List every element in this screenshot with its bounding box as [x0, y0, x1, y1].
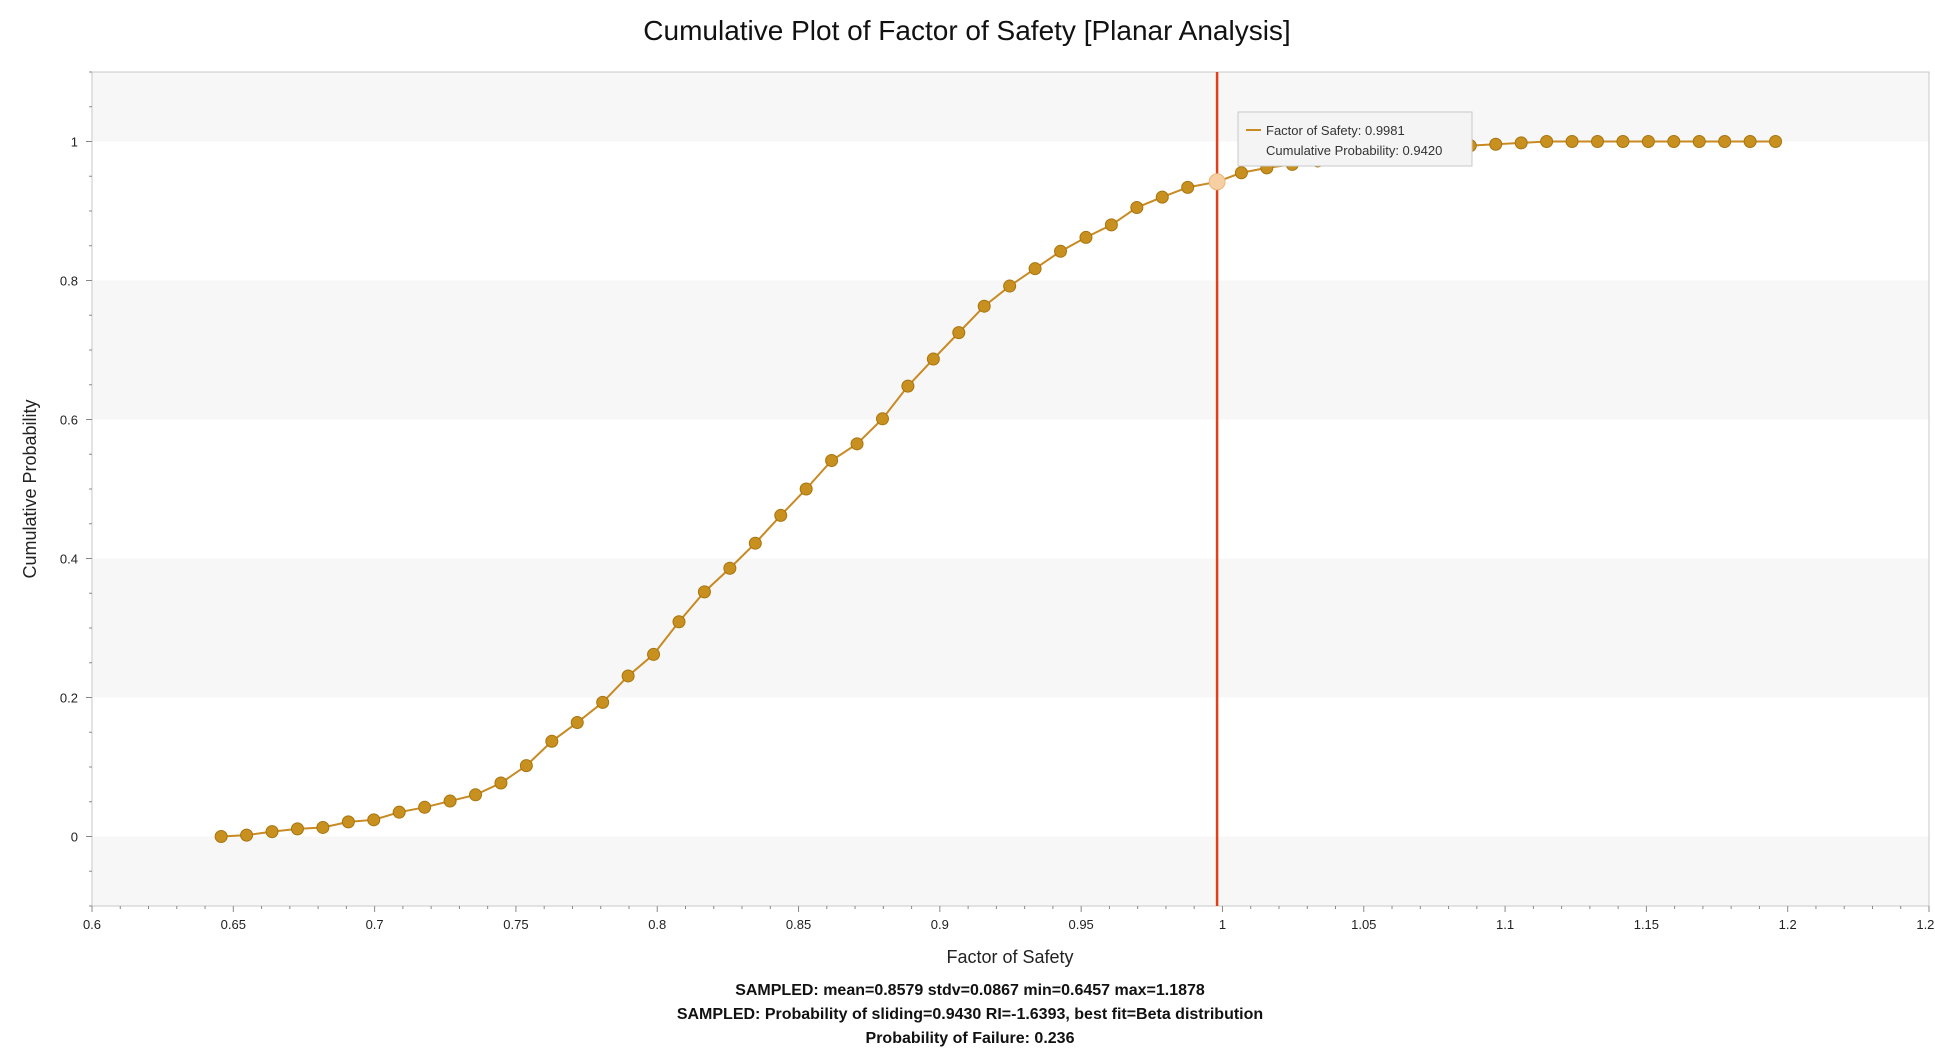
- x-tick-label: 1.2: [1779, 917, 1797, 932]
- grid-band: [92, 72, 1929, 142]
- grid-band: [92, 558, 1929, 698]
- tooltip-box: [1237, 111, 1473, 167]
- x-tick-label: 0.85: [786, 917, 811, 932]
- y-axis: 0 0.2 0.4 0.6 0.8 1: [60, 71, 92, 907]
- data-point[interactable]: [875, 412, 889, 426]
- data-point[interactable]: [1769, 135, 1783, 148]
- x-tick-label: 1: [1219, 917, 1226, 932]
- data-point[interactable]: [1028, 262, 1042, 276]
- data-point[interactable]: [1743, 135, 1757, 148]
- stats-failure: Probability of Failure: 0.236: [866, 1030, 1075, 1047]
- y-tick-label: 0.4: [60, 552, 78, 567]
- data-point[interactable]: [977, 299, 991, 313]
- x-axis: 0.6 0.65 0.7 0.75 0.8 0.85 0.9 0.95 1 1.05 1.1 1.15…: [83, 906, 1935, 932]
- data-point[interactable]: [494, 776, 508, 790]
- data-point[interactable]: [672, 615, 686, 629]
- grid-band: [92, 419, 1929, 559]
- x-tick-label: 1.05: [1351, 917, 1376, 932]
- x-tick-label: 1.1: [1496, 917, 1514, 932]
- data-point[interactable]: [570, 716, 584, 730]
- data-point[interactable]: [1540, 135, 1554, 148]
- y-tick-label: 0: [71, 830, 78, 845]
- data-point[interactable]: [316, 820, 330, 834]
- stats-summary: SAMPLED: mean=0.8579 stdv=0.0867 min=0.6…: [735, 982, 1205, 999]
- data-point[interactable]: [443, 794, 457, 808]
- data-point[interactable]: [341, 815, 355, 829]
- data-point[interactable]: [1054, 244, 1068, 258]
- y-axis-label: Cumulative Probability: [20, 399, 40, 578]
- data-point[interactable]: [1155, 190, 1169, 204]
- data-point[interactable]: [952, 326, 966, 340]
- data-point[interactable]: [850, 437, 864, 451]
- data-point[interactable]: [392, 805, 406, 819]
- x-tick-label: 0.8: [648, 917, 666, 932]
- x-tick-label: 0.95: [1068, 917, 1093, 932]
- chart-title: Cumulative Plot of Factor of Safety [Pla…: [643, 15, 1290, 46]
- data-point[interactable]: [926, 352, 940, 366]
- x-tick-label: 0.65: [221, 917, 246, 932]
- x-tick-label: 0.6: [83, 917, 101, 932]
- data-point[interactable]: [265, 825, 279, 839]
- x-tick-label: 0.9: [931, 917, 949, 932]
- x-tick-label: 1.25: [1916, 917, 1935, 932]
- data-point[interactable]: [290, 822, 304, 836]
- y-tick-label: 0.8: [60, 274, 78, 289]
- x-axis-label: Factor of Safety: [946, 947, 1073, 967]
- data-point[interactable]: [647, 647, 661, 661]
- grid-band: [92, 697, 1929, 837]
- y-tick-label: 1: [71, 135, 78, 150]
- data-point[interactable]: [418, 800, 432, 814]
- data-point[interactable]: [1079, 230, 1093, 244]
- data-point[interactable]: [901, 379, 915, 393]
- data-point[interactable]: [1667, 135, 1681, 148]
- grid-band: [92, 141, 1929, 281]
- x-tick-label: 1.15: [1634, 917, 1659, 932]
- data-point[interactable]: [519, 759, 533, 773]
- y-tick-label: 0.6: [60, 413, 78, 428]
- data-point[interactable]: [1234, 166, 1248, 180]
- data-point[interactable]: [825, 454, 839, 468]
- data-point[interactable]: [596, 695, 610, 709]
- y-tick-label: 0.2: [60, 691, 78, 706]
- data-point[interactable]: [1718, 135, 1732, 148]
- data-point[interactable]: [1641, 135, 1655, 148]
- data-point[interactable]: [240, 828, 254, 842]
- data-point[interactable]: [774, 508, 788, 522]
- data-point[interactable]: [469, 788, 483, 802]
- data-point[interactable]: [1565, 135, 1579, 148]
- data-point[interactable]: [214, 830, 228, 843]
- data-point[interactable]: [1104, 218, 1118, 232]
- data-point[interactable]: [1616, 135, 1630, 148]
- highlighted-data-point[interactable]: [1208, 173, 1226, 191]
- tooltip-fos: Factor of Safety: 0.9981: [1266, 123, 1405, 138]
- data-point[interactable]: [367, 813, 381, 827]
- data-point[interactable]: [1003, 279, 1017, 293]
- data-point[interactable]: [621, 669, 635, 683]
- data-point[interactable]: [723, 561, 737, 575]
- x-tick-label: 0.75: [503, 917, 528, 932]
- tooltip-probability: Cumulative Probability: 0.9420: [1266, 143, 1442, 158]
- data-point[interactable]: [1181, 180, 1195, 194]
- data-point[interactable]: [799, 482, 813, 496]
- data-point[interactable]: [1130, 201, 1144, 215]
- plot-background-bands: [92, 72, 1929, 906]
- data-point[interactable]: [545, 734, 559, 748]
- tooltip: Factor of Safety: 0.9981 Cumulative Prob…: [1237, 111, 1473, 167]
- stats-sliding: SAMPLED: Probability of sliding=0.9430 R…: [677, 1006, 1263, 1023]
- grid-band: [92, 836, 1929, 906]
- grid-band: [92, 280, 1929, 420]
- data-point[interactable]: [1590, 135, 1604, 148]
- data-point[interactable]: [1692, 135, 1706, 148]
- data-point[interactable]: [1489, 137, 1503, 151]
- data-point[interactable]: [697, 585, 711, 599]
- data-point[interactable]: [748, 536, 762, 550]
- data-point[interactable]: [1514, 136, 1528, 150]
- x-tick-label: 0.7: [366, 917, 384, 932]
